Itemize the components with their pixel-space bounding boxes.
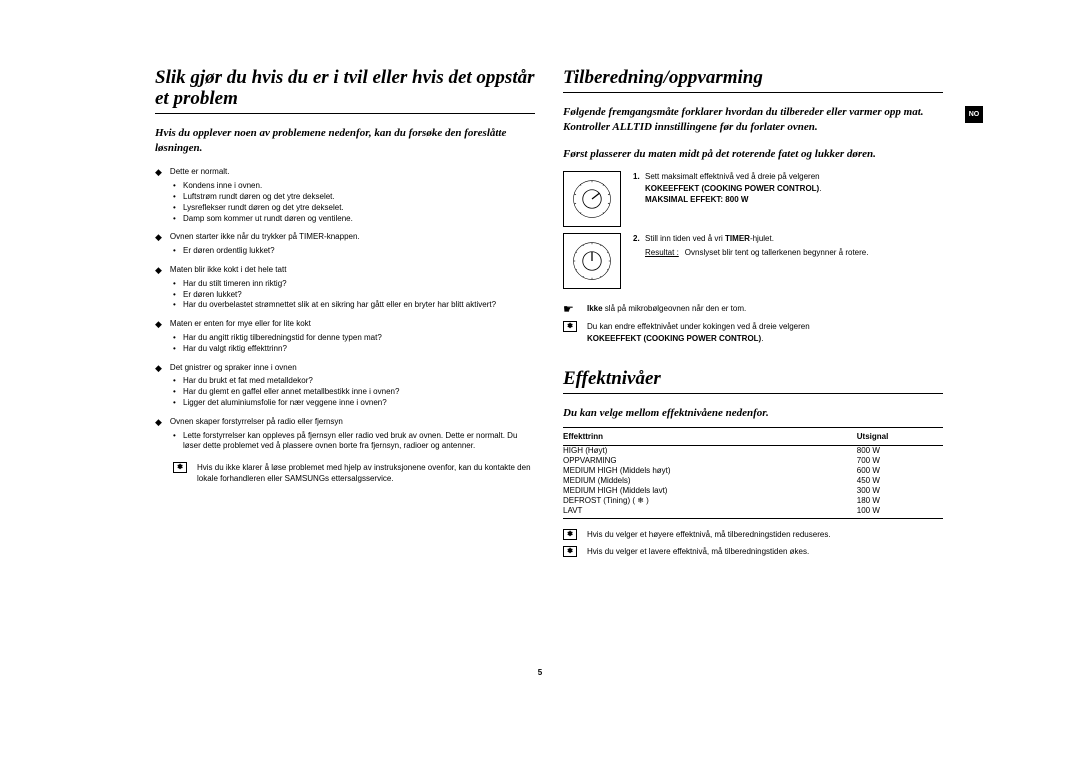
problem-subitem: Ligger det aluminiumsfolie for nær vegge… [173,398,535,409]
table-row: MEDIUM (Middels)450 W [563,476,943,486]
problem-sublist: Kondens inne i ovnen.Luftstrøm rundt dør… [155,181,535,224]
left-intro: Hvis du opplever noen av problemene nede… [155,126,535,156]
power-output-cell: 700 W [857,456,943,466]
problem-sublist: Er døren ordentlig lukket? [155,246,535,257]
problem-subitem: Har du valgt riktig effekttrinn? [173,344,535,355]
problem-sublist: Lette forstyrrelser kan oppleves på fjer… [155,431,535,453]
problem-item: ◆ Maten er enten for mye eller for lite k… [155,319,535,330]
cooking-intro-b: Først plasserer du maten midt på det rot… [563,147,943,162]
problem-subitem: Damp som kommer ut rundt døren og ventil… [173,214,535,225]
power-level-cell: MEDIUM (Middels) [563,476,857,486]
problem-lead: Maten er enten for mye eller for lite ko… [170,319,311,330]
step-2-text: 2.Still inn tiden ved å vri TIMER-hjulet… [633,233,943,257]
table-header-level: Effekttrinn [563,427,857,445]
power-heading: Effektnivåer [563,368,943,394]
power-level-cell: OPPVARMING [563,456,857,466]
note-icon: ✽ [563,546,577,557]
problem-lead: Ovnen starter ikke når du trykker på TIM… [170,232,360,243]
language-tab: NO [965,106,983,123]
problem-item: ◆ Ovnen skaper forstyrrelser på radio ell… [155,417,535,428]
problem-subitem: Har du overbelastet strømnettet slik at … [173,300,535,311]
note-icon: ✽ [173,462,187,473]
problem-lead: Ovnen skaper forstyrrelser på radio elle… [170,417,343,428]
table-row: DEFROST (Tining) ( ❄ )180 W [563,496,943,506]
page-number: 5 [538,668,542,677]
power-dial-image [563,171,621,227]
step-2-row: 2.Still inn tiden ved å vri TIMER-hjulet… [563,233,943,289]
problem-subitem: Luftstrøm rundt døren og det ytre deksel… [173,192,535,203]
note-text: Hvis du ikke klarer å løse problemet med… [197,462,535,484]
timer-dial-image [563,233,621,289]
table-row: MEDIUM HIGH (Middels høyt)600 W [563,466,943,476]
change-note: ✽ Du kan endre effektnivået under koking… [563,321,943,343]
step-1-row: 1.Sett maksimalt effektnivå ved å dreie … [563,171,943,227]
power-output-cell: 300 W [857,486,943,496]
left-column: Slik gjør du hvis du er i tvil eller hvi… [155,68,535,558]
table-row: HIGH (Høyt)800 W [563,445,943,456]
problem-lead: Dette er normalt. [170,167,230,178]
power-level-cell: HIGH (Høyt) [563,445,857,456]
table-header-output: Utsignal [857,427,943,445]
power-output-cell: 600 W [857,466,943,476]
problem-subitem: Har du brukt et fat med metalldekor? [173,376,535,387]
power-intro: Du kan velge mellom effektnivåene nedenf… [563,406,943,421]
table-row: MEDIUM HIGH (Middels lavt)300 W [563,486,943,496]
diamond-icon: ◆ [155,418,162,427]
result-label: Resultat : [645,247,679,258]
problem-subitem: Lysreflekser rundt døren og det ytre dek… [173,203,535,214]
cooking-heading: Tilberedning/oppvarming [563,68,943,93]
table-row: LAVT100 W [563,506,943,519]
problem-sublist: Har du angitt riktig tilberedningstid fo… [155,333,535,355]
note-icon: ✽ [563,321,577,332]
problem-subitem: Har du stilt timeren inn riktig? [173,279,535,290]
diamond-icon: ◆ [155,320,162,329]
problem-subitem: Har du glemt en gaffel eller annet metal… [173,387,535,398]
power-level-cell: LAVT [563,506,857,519]
power-output-cell: 800 W [857,445,943,456]
power-level-cell: DEFROST (Tining) ( ❄ ) [563,496,857,506]
warning-note: ☛ Ikke slå på mikrobølgeovnen når den er… [563,303,943,315]
problem-item: ◆ Maten blir ikke kokt i det hele tatt [155,265,535,276]
hand-icon: ☛ [563,303,577,315]
problem-subitem: Har du angitt riktig tilberedningstid fo… [173,333,535,344]
cooking-intro-a: Følgende fremgangsmåte forklarer hvordan… [563,105,943,135]
power-level-cell: MEDIUM HIGH (Middels høyt) [563,466,857,476]
power-level-cell: MEDIUM HIGH (Middels lavt) [563,486,857,496]
diamond-icon: ◆ [155,266,162,275]
power-output-cell: 180 W [857,496,943,506]
problem-item: ◆ Det gnistrer og spraker inne i ovnen [155,363,535,374]
right-column: NO Tilberedning/oppvarming Følgende frem… [563,68,943,558]
diamond-icon: ◆ [155,364,162,373]
diamond-icon: ◆ [155,168,162,177]
problem-subitem: Er døren ordentlig lukket? [173,246,535,257]
high-note: ✽ Hvis du velger et høyere effektnivå, m… [563,529,943,540]
problem-subitem: Lette forstyrrelser kan oppleves på fjer… [173,431,535,453]
note-icon: ✽ [563,529,577,540]
power-dial-icon [571,178,613,220]
low-note: ✽ Hvis du velger et lavere effektnivå, m… [563,546,943,557]
problem-lead: Maten blir ikke kokt i det hele tatt [170,265,287,276]
result-text: Ovnslyset blir tent og tallerkenen begyn… [685,247,869,258]
problem-item: ◆ Dette er normalt. [155,167,535,178]
table-row: OPPVARMING700 W [563,456,943,466]
diamond-icon: ◆ [155,233,162,242]
timer-dial-icon [571,240,613,282]
step-1-text: 1.Sett maksimalt effektnivå ved å dreie … [633,171,943,205]
power-output-cell: 450 W [857,476,943,486]
problem-sublist: Har du brukt et fat med metalldekor?Har … [155,376,535,408]
service-note: ✽ Hvis du ikke klarer å løse problemet m… [173,462,535,484]
problem-sublist: Har du stilt timeren inn riktig?Er døren… [155,279,535,311]
problem-subitem: Er døren lukket? [173,290,535,301]
left-heading: Slik gjør du hvis du er i tvil eller hvi… [155,68,535,114]
problem-lead: Det gnistrer og spraker inne i ovnen [170,363,297,374]
problem-item: ◆ Ovnen starter ikke når du trykker på TI… [155,232,535,243]
problem-subitem: Kondens inne i ovnen. [173,181,535,192]
power-table: Effekttrinn Utsignal HIGH (Høyt)800 WOPP… [563,427,943,520]
power-output-cell: 100 W [857,506,943,519]
